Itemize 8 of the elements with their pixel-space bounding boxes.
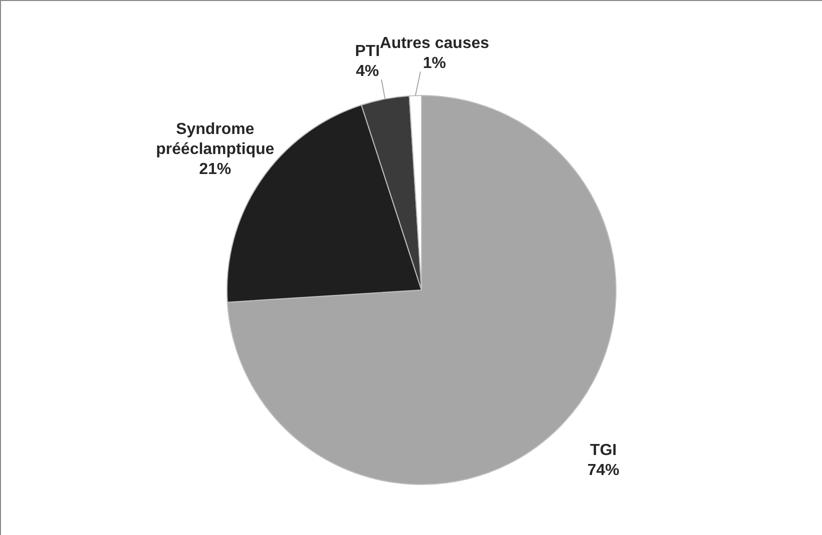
- data-label: 21%: [199, 161, 232, 178]
- data-label: 1%: [422, 55, 446, 72]
- slice-label: TGI: [590, 442, 617, 460]
- slice-label: Syndrome prééclamptique: [156, 121, 274, 158]
- slice-label: PTI: [354, 42, 380, 60]
- data-label: 74%: [587, 462, 620, 480]
- slice-label: Autres causes: [380, 35, 490, 52]
- data-label: 4%: [356, 62, 379, 80]
